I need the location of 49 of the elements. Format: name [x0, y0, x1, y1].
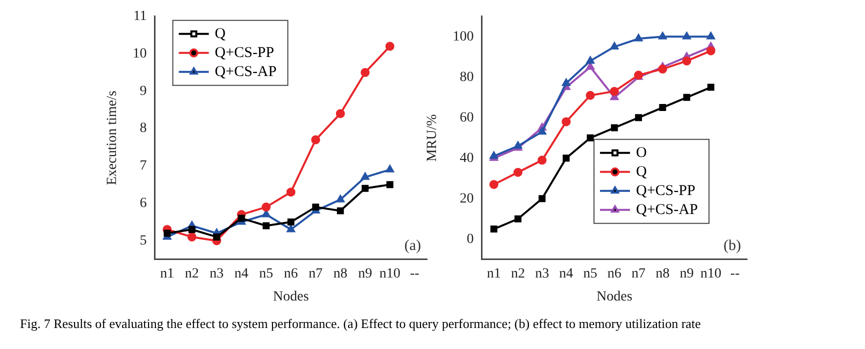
legend-label: Q+CS-AP [636, 202, 698, 218]
y-tick-label: 9 [140, 84, 147, 99]
x-tick-label: -- [730, 266, 740, 282]
caption: Fig. 7 Results of evaluating the effect to system performance. (a) Effect to query performance; (b) effect to memory utilization rate [20, 316, 702, 332]
x-tick-label: n8 [656, 266, 670, 282]
y-tick-label: 11 [133, 9, 147, 24]
x-tick-label: n6 [284, 266, 298, 282]
x-tick-label: n8 [333, 266, 348, 282]
x-tick-label: n10 [379, 266, 400, 282]
x-tick-label: n1 [486, 266, 501, 282]
x-tick-label: n2 [510, 266, 525, 282]
x-tick-label: n7 [632, 266, 646, 282]
y-tick-label: 7 [140, 158, 147, 174]
x-axis-title: Nodes [596, 289, 632, 304]
annotation: (a) [404, 238, 421, 254]
y-tick-label: 20 [460, 191, 474, 206]
legend-label: O [636, 144, 647, 161]
y-tick-label: 0 [466, 232, 474, 247]
y-tick-label: 60 [460, 110, 474, 126]
x-axis-title: Nodes [273, 289, 309, 304]
legend-label: Q+CS-PP [214, 44, 274, 61]
y-axis-title: MRU/% [425, 114, 440, 162]
y-tick-label: 8 [140, 121, 147, 136]
legend-label: Q+CS-PP [636, 182, 696, 199]
y-tick-label: 6 [140, 196, 147, 211]
x-tick-label: n9 [680, 266, 694, 282]
x-tick-label: n3 [535, 266, 550, 282]
y-tick-label: 100 [452, 29, 474, 44]
annotation: (b) [724, 238, 741, 254]
x-tick-label: n3 [210, 266, 224, 282]
x-tick-label: n5 [583, 266, 598, 282]
x-tick-label: n6 [607, 266, 622, 282]
x-tick-label: n5 [259, 266, 274, 282]
x-tick-label: n2 [184, 266, 199, 282]
legend-label: Q [214, 26, 226, 42]
y-tick-label: 5 [140, 233, 147, 248]
y-tick-label: 80 [460, 70, 474, 85]
x-tick-label: n4 [559, 266, 574, 282]
legend-label: Q [636, 164, 647, 180]
legend-label: Q+CS-AP [214, 64, 277, 80]
x-tick-label: n4 [234, 266, 248, 282]
x-tick-label: n9 [358, 266, 372, 282]
x-tick-label: -- [410, 266, 420, 282]
x-tick-label: n7 [308, 266, 323, 282]
y-axis-title: Execution time/s [105, 90, 120, 186]
x-tick-label: n1 [160, 266, 174, 282]
y-tick-label: 40 [460, 150, 474, 166]
y-tick-label: 10 [132, 46, 147, 62]
x-tick-label: n10 [700, 266, 722, 282]
